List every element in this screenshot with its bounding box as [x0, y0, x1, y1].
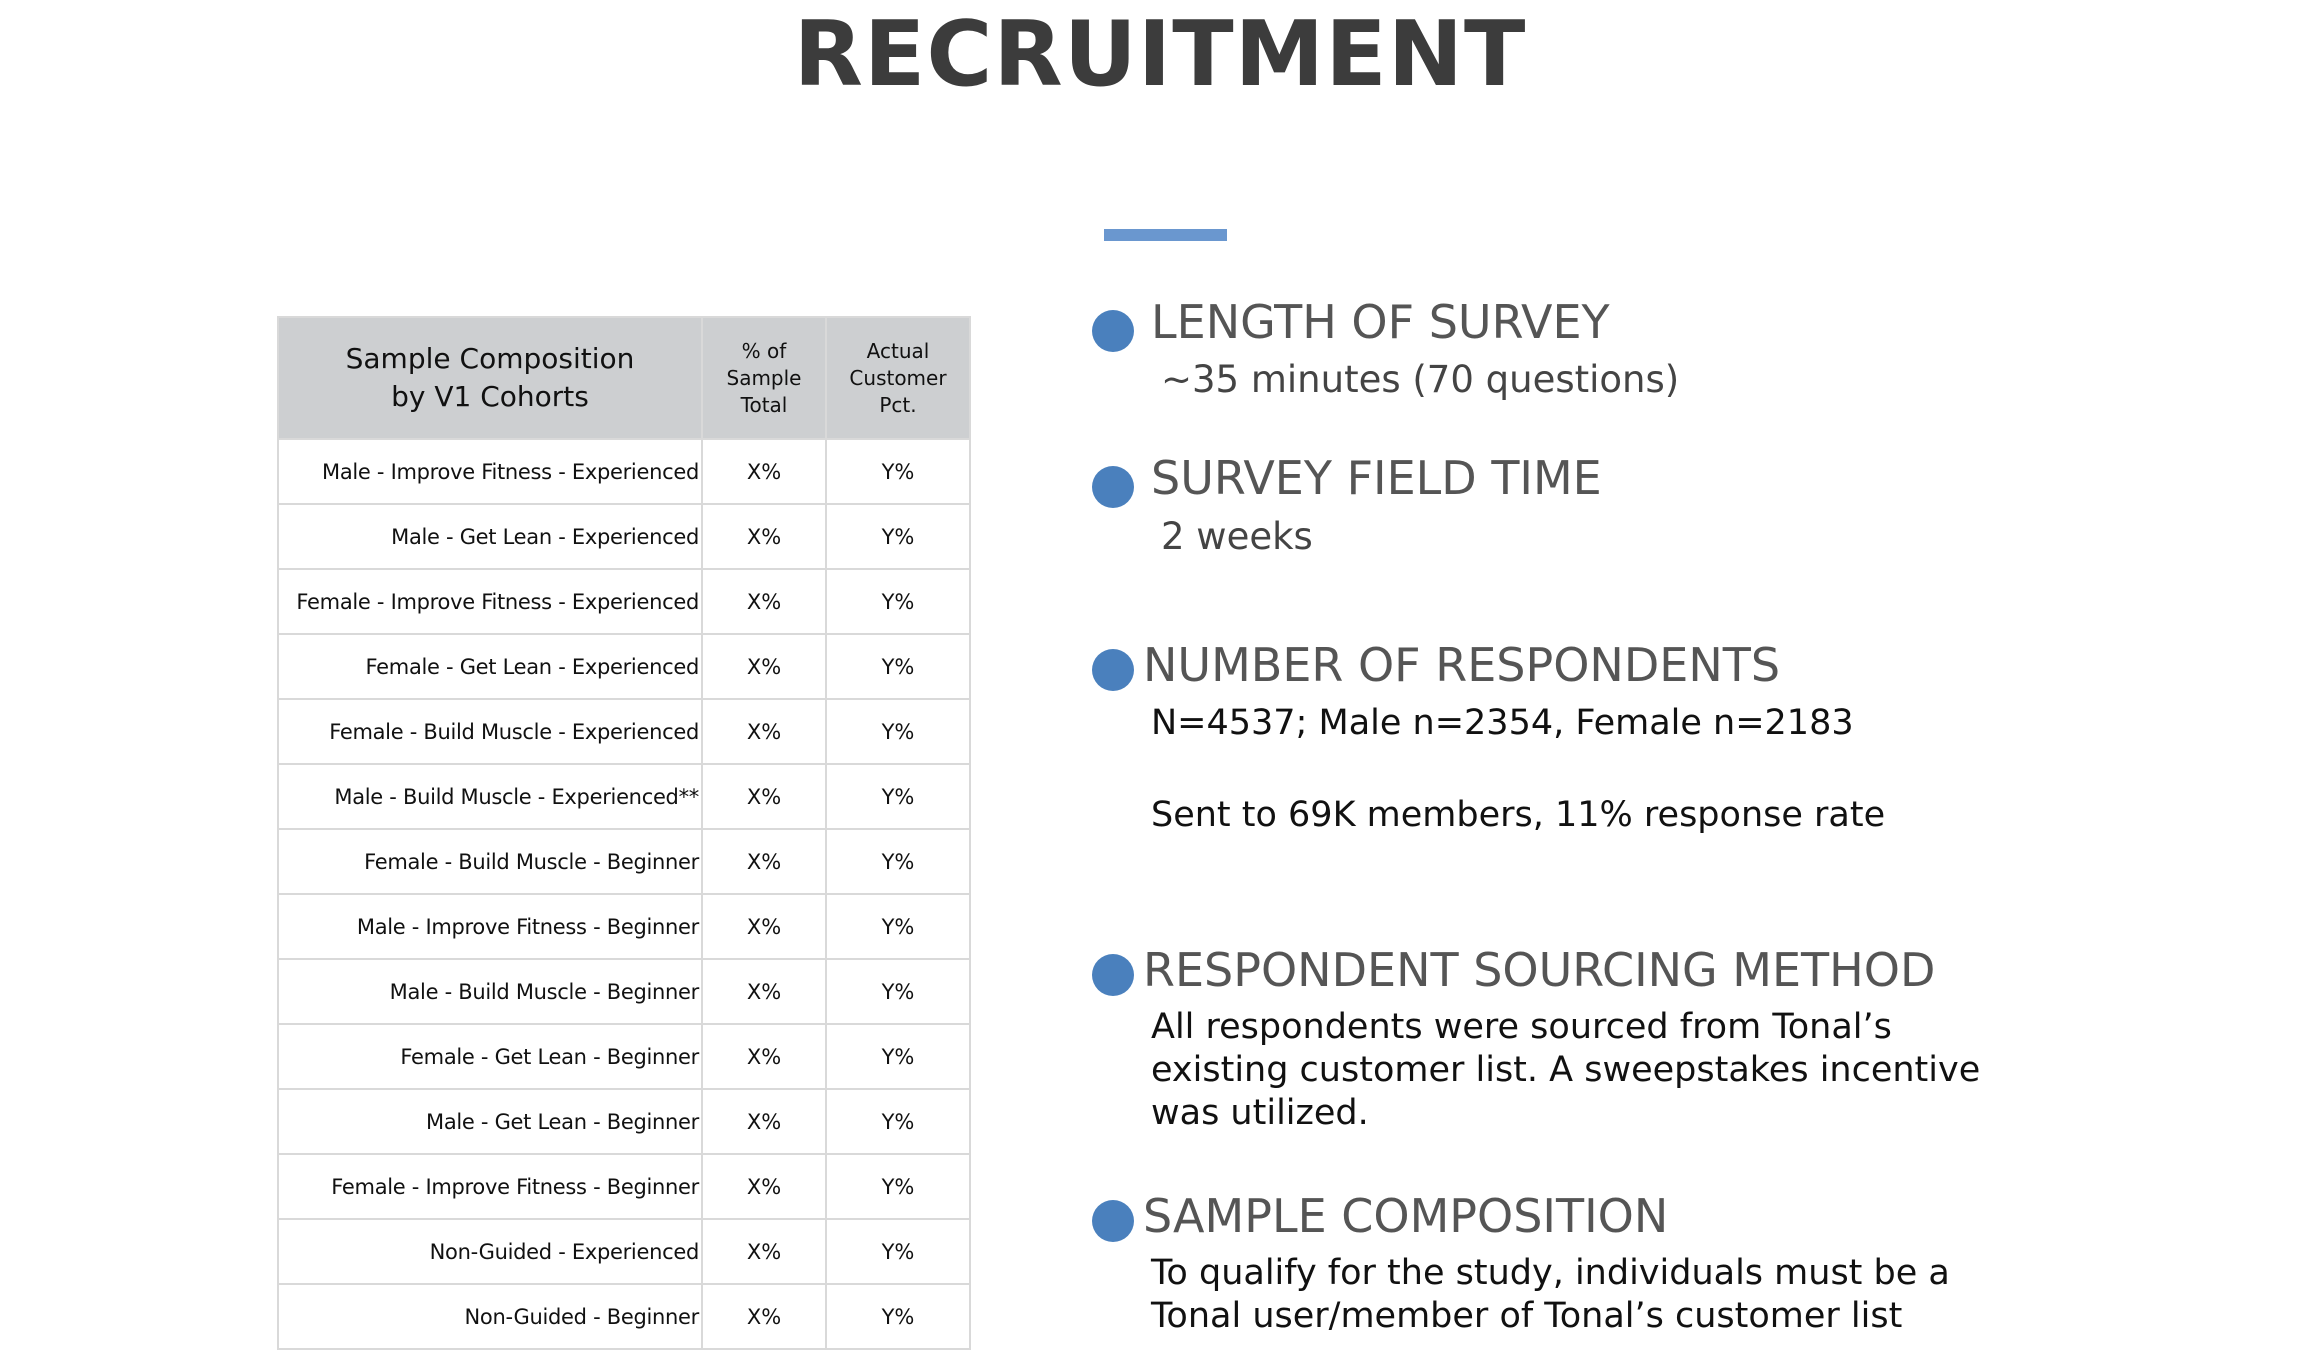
actual-customer-cell: Y%	[825, 1088, 971, 1155]
cohort-cell: Female - Get Lean - Experienced	[277, 633, 703, 700]
pct-sample-cell: X%	[701, 1088, 827, 1155]
bullet-dot-icon	[1092, 1200, 1134, 1242]
actual-customer-cell: Y%	[825, 698, 971, 765]
cohort-cell: Female - Improve Fitness - Experienced	[277, 568, 703, 635]
actual-customer-cell: Y%	[825, 568, 971, 635]
table-row: Female - Improve Fitness - Experienced X%…	[277, 568, 971, 635]
pct-sample-cell: X%	[701, 1023, 827, 1090]
pct-sample-cell: X%	[701, 698, 827, 765]
table-row: Male - Get Lean - Beginner X% Y%	[277, 1088, 971, 1155]
cohort-cell: Non-Guided - Beginner	[277, 1283, 703, 1350]
table-row: Female - Build Muscle - Experienced X% Y%	[277, 698, 971, 765]
cohort-cell: Female - Get Lean - Beginner	[277, 1023, 703, 1090]
pct-sample-cell: X%	[701, 763, 827, 830]
cohort-cell: Male - Improve Fitness - Experienced	[277, 438, 703, 505]
pct-sample-cell: X%	[701, 568, 827, 635]
accent-divider	[1104, 229, 1227, 241]
table-row: Female - Get Lean - Experienced X% Y%	[277, 633, 971, 700]
cohort-cell: Male - Build Muscle - Experienced**	[277, 763, 703, 830]
table-row: Male - Improve Fitness - Beginner X% Y%	[277, 893, 971, 960]
actual-customer-cell: Y%	[825, 1153, 971, 1220]
section-detail-secondary: Sent to 69K members, 11% response rate	[1151, 795, 1886, 835]
table-row: Male - Improve Fitness - Experienced X% Y%	[277, 438, 971, 505]
cohort-cell: Male - Improve Fitness - Beginner	[277, 893, 703, 960]
header-actual-customer: Actual Customer Pct.	[825, 316, 971, 440]
bullet-dot-icon	[1092, 466, 1134, 508]
cohort-cell: Female - Build Muscle - Beginner	[277, 828, 703, 895]
bullet-dot-icon	[1092, 954, 1134, 996]
actual-customer-cell: Y%	[825, 958, 971, 1025]
table-row: Female - Get Lean - Beginner X% Y%	[277, 1023, 971, 1090]
cohort-cell: Female - Build Muscle - Experienced	[277, 698, 703, 765]
table-row: Non-Guided - Beginner X% Y%	[277, 1283, 971, 1350]
pct-sample-cell: X%	[701, 438, 827, 505]
section-body: To qualify for the study, individuals mu…	[1151, 1253, 1950, 1336]
actual-customer-cell: Y%	[825, 1023, 971, 1090]
pct-sample-cell: X%	[701, 633, 827, 700]
table-row: Female - Build Muscle - Beginner X% Y%	[277, 828, 971, 895]
table-row: Male - Get Lean - Experienced X% Y%	[277, 503, 971, 570]
actual-customer-cell: Y%	[825, 893, 971, 960]
section-detail: 2 weeks	[1161, 515, 1313, 558]
section-detail: ~35 minutes (70 questions)	[1161, 358, 1680, 401]
actual-customer-cell: Y%	[825, 438, 971, 505]
section-detail: N=4537; Male n=2354, Female n=2183	[1151, 703, 1854, 743]
bullet-dot-icon	[1092, 649, 1134, 691]
section-body: All respondents were sourced from Tonal’…	[1151, 1007, 1981, 1133]
cohort-cell: Female - Improve Fitness - Beginner	[277, 1153, 703, 1220]
actual-customer-cell: Y%	[825, 828, 971, 895]
section-heading: RESPONDENT SOURCING METHOD	[1143, 943, 1936, 997]
actual-customer-cell: Y%	[825, 1283, 971, 1350]
table-header-row: Sample Composition by V1 Cohorts % of Sa…	[277, 316, 971, 440]
bullet-dot-icon	[1092, 310, 1134, 352]
sample-composition-table: Sample Composition by V1 Cohorts % of Sa…	[277, 316, 971, 1350]
header-cohort: Sample Composition by V1 Cohorts	[277, 316, 703, 440]
section-heading: LENGTH OF SURVEY	[1151, 295, 1610, 349]
cohort-cell: Male - Get Lean - Experienced	[277, 503, 703, 570]
table-row: Male - Build Muscle - Beginner X% Y%	[277, 958, 971, 1025]
section-heading: SURVEY FIELD TIME	[1151, 451, 1602, 505]
pct-sample-cell: X%	[701, 1218, 827, 1285]
pct-sample-cell: X%	[701, 828, 827, 895]
pct-sample-cell: X%	[701, 503, 827, 570]
actual-customer-cell: Y%	[825, 503, 971, 570]
cohort-cell: Male - Build Muscle - Beginner	[277, 958, 703, 1025]
table-row: Non-Guided - Experienced X% Y%	[277, 1218, 971, 1285]
table-row: Female - Improve Fitness - Beginner X% Y%	[277, 1153, 971, 1220]
section-heading: SAMPLE COMPOSITION	[1143, 1189, 1669, 1243]
actual-customer-cell: Y%	[825, 1218, 971, 1285]
cohort-cell: Non-Guided - Experienced	[277, 1218, 703, 1285]
table-row: Male - Build Muscle - Experienced** X% Y%	[277, 763, 971, 830]
section-heading: NUMBER OF RESPONDENTS	[1143, 638, 1781, 692]
pct-sample-cell: X%	[701, 1153, 827, 1220]
pct-sample-cell: X%	[701, 958, 827, 1025]
cohort-cell: Male - Get Lean - Beginner	[277, 1088, 703, 1155]
actual-customer-cell: Y%	[825, 633, 971, 700]
pct-sample-cell: X%	[701, 893, 827, 960]
header-pct-sample: % of Sample Total	[701, 316, 827, 440]
page-title: RECRUITMENT	[793, 2, 1527, 107]
pct-sample-cell: X%	[701, 1283, 827, 1350]
actual-customer-cell: Y%	[825, 763, 971, 830]
